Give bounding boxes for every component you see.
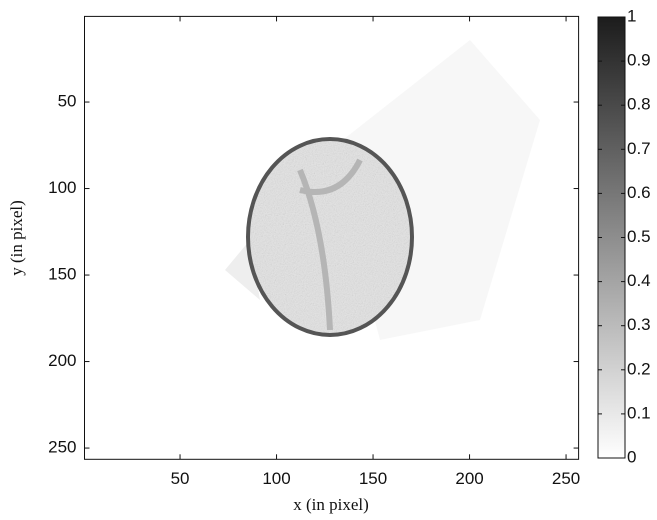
object-texture: [248, 139, 412, 335]
colorbar-tick-label: 1: [627, 6, 636, 25]
colorbar-tick-label: 0.6: [627, 183, 651, 202]
y-axis-label: y (in pixel): [7, 200, 26, 276]
image-content: [225, 40, 540, 340]
x-tick-label: 100: [262, 469, 290, 488]
y-tick-label: 200: [48, 351, 76, 370]
x-tick-label: 250: [552, 469, 580, 488]
colorbar-tick-label: 0.3: [627, 315, 651, 334]
colorbar: [597, 16, 626, 459]
x-tick-label: 150: [359, 469, 387, 488]
colorbar-tick-label: 0.4: [627, 271, 651, 290]
colorbar-tick-label: 0.7: [627, 139, 651, 158]
colorbar-tick-label: 0.5: [627, 227, 651, 246]
x-axis-label: x (in pixel): [293, 495, 369, 514]
plot-frame: [84, 15, 580, 460]
y-tick-label: 100: [48, 178, 76, 197]
y-tick-label: 50: [58, 92, 77, 111]
y-tick-label: 250: [48, 438, 76, 457]
colorbar-tick-label: 0.9: [627, 51, 651, 70]
colorbar-tick-label: 0.2: [627, 359, 651, 378]
x-tick-label: 50: [171, 469, 190, 488]
colorbar-tick-label: 0: [627, 447, 636, 466]
inner-structure: [297, 158, 363, 331]
colorbar-tick-label: 0.1: [627, 403, 651, 422]
x-tick-label: 200: [455, 469, 483, 488]
y-tick-label: 150: [48, 265, 76, 284]
colorbar-tick-label: 0.8: [627, 95, 651, 114]
object-boundary: [246, 137, 414, 337]
